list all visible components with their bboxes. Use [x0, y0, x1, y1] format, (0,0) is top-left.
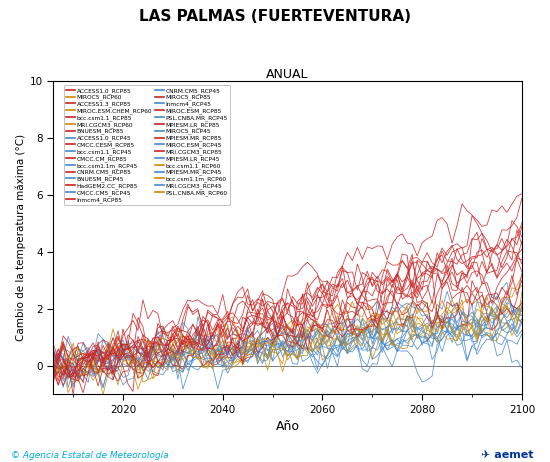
Text: LAS PALMAS (FUERTEVENTURA): LAS PALMAS (FUERTEVENTURA) [139, 9, 411, 24]
Title: ANUAL: ANUAL [266, 68, 309, 81]
Text: © Agencia Estatal de Meteorología: © Agencia Estatal de Meteorología [11, 451, 169, 460]
Text: ✈ aemet: ✈ aemet [481, 450, 534, 460]
Y-axis label: Cambio de la temperatura máxima (°C): Cambio de la temperatura máxima (°C) [15, 134, 25, 341]
Legend: ACCESS1.0_RCP85, MIROC5_RCP60, ACCESS1.3_RCP85, MIROC.ESM.CHEM_RCP60, bcc.csm1.1: ACCESS1.0_RCP85, MIROC5_RCP60, ACCESS1.3… [64, 85, 230, 205]
X-axis label: Año: Año [276, 420, 300, 433]
